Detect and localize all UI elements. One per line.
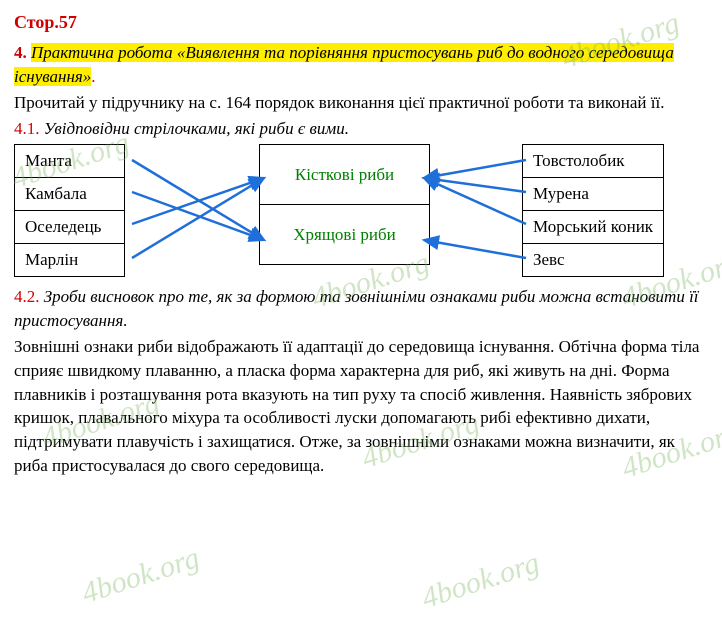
task-title-highlight: Практична робота «Виявлення та порівнянн… bbox=[14, 43, 674, 86]
subtask-41: 4.1. Увідповідни стрілочками, які риби є… bbox=[14, 117, 708, 141]
subtask-42-text: Зроби висновок про те, як за формою та з… bbox=[14, 287, 699, 330]
right-cell: Мурена bbox=[523, 178, 664, 211]
subtask-41-num: 4.1. bbox=[14, 119, 40, 138]
watermark: 4book.org bbox=[416, 542, 544, 619]
page-ref: Стор.57 bbox=[14, 10, 708, 35]
task-dot: . bbox=[91, 67, 95, 86]
left-table: Манта Камбала Оселедець Марлін bbox=[14, 144, 125, 276]
left-cell: Манта bbox=[15, 145, 125, 178]
watermark: 4book.org bbox=[76, 537, 204, 614]
task-number: 4. bbox=[14, 43, 27, 62]
subtask-42-num: 4.2. bbox=[14, 287, 40, 306]
left-cell: Оселедець bbox=[15, 210, 125, 243]
right-cell: Морський коник bbox=[523, 210, 664, 243]
subtask-41-text: Увідповідни стрілочками, які риби є вими… bbox=[44, 119, 349, 138]
left-cell: Марлін bbox=[15, 243, 125, 276]
instruction: Прочитай у підручнику на с. 164 порядок … bbox=[14, 91, 708, 115]
right-cell: Зевс bbox=[523, 243, 664, 276]
middle-cell: Кісткові риби bbox=[260, 145, 430, 205]
matching-diagram: Манта Камбала Оселедець Марлін Кісткові … bbox=[14, 144, 708, 279]
right-table: Товстолобик Мурена Морський коник Зевс bbox=[522, 144, 664, 276]
subtask-42: 4.2. Зроби висновок про те, як за формою… bbox=[14, 285, 708, 333]
conclusion-text: Зовнішні ознаки риби відображають її ада… bbox=[14, 335, 708, 478]
left-cell: Камбала bbox=[15, 178, 125, 211]
middle-table: Кісткові риби Хрящові риби bbox=[259, 144, 430, 265]
middle-cell: Хрящові риби bbox=[260, 205, 430, 265]
right-cell: Товстолобик bbox=[523, 145, 664, 178]
task-line: 4. Практична робота «Виявлення та порівн… bbox=[14, 41, 708, 89]
